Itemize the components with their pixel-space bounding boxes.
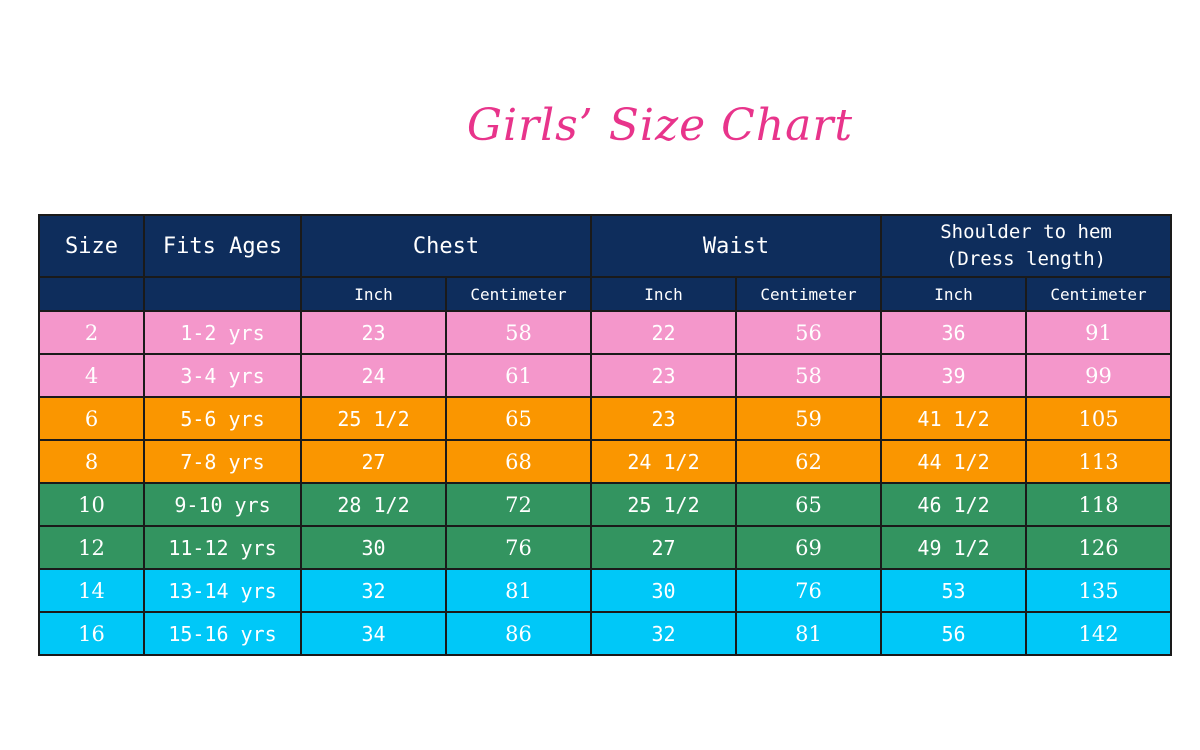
- cell-chest-cm: 86: [444, 611, 593, 656]
- cell-ages: 7-8 yrs: [143, 439, 302, 484]
- table-row: 8 7-8 yrs 27 68 24 1/2 62 44 1/2 113: [38, 439, 1173, 484]
- table-row: 10 9-10 yrs 28 1/2 72 25 1/2 65 46 1/2 1…: [38, 482, 1173, 527]
- table-row: 14 13-14 yrs 32 81 30 76 53 135: [38, 568, 1173, 613]
- table-row: 2 1-2 yrs 23 58 22 56 36 91: [38, 310, 1173, 355]
- cell-length-inch: 49 1/2: [880, 525, 1028, 570]
- cell-waist-cm: 65: [735, 482, 883, 527]
- cell-length-cm: 99: [1025, 353, 1173, 398]
- subheader-row: Inch Centimeter Inch Centimeter Inch Cen…: [38, 276, 1173, 312]
- cell-ages: 15-16 yrs: [143, 611, 302, 656]
- subheader-length-inch: Inch: [880, 276, 1028, 312]
- cell-length-cm: 105: [1025, 396, 1173, 441]
- header-shoulder-to-hem: Shoulder to hem (Dress length): [880, 214, 1173, 278]
- subheader-size-empty: [38, 276, 145, 312]
- cell-chest-cm: 68: [444, 439, 593, 484]
- subheader-waist-inch: Inch: [590, 276, 738, 312]
- cell-waist-inch: 22: [590, 310, 738, 355]
- cell-waist-cm: 59: [735, 396, 883, 441]
- cell-waist-inch: 24 1/2: [590, 439, 738, 484]
- cell-length-inch: 36: [880, 310, 1028, 355]
- cell-length-cm: 126: [1025, 525, 1173, 570]
- cell-chest-inch: 28 1/2: [300, 482, 447, 527]
- cell-chest-cm: 72: [444, 482, 593, 527]
- subheader-ages-empty: [143, 276, 302, 312]
- cell-ages: 3-4 yrs: [143, 353, 302, 398]
- cell-waist-inch: 30: [590, 568, 738, 613]
- cell-waist-cm: 81: [735, 611, 883, 656]
- cell-chest-cm: 65: [444, 396, 593, 441]
- cell-length-inch: 44 1/2: [880, 439, 1028, 484]
- cell-chest-cm: 81: [444, 568, 593, 613]
- header-row: Size Fits Ages Chest Waist Shoulder to h…: [38, 214, 1173, 278]
- cell-size: 6: [38, 396, 145, 441]
- cell-chest-inch: 30: [300, 525, 447, 570]
- subheader-chest-inch: Inch: [300, 276, 447, 312]
- cell-length-cm: 135: [1025, 568, 1173, 613]
- cell-ages: 11-12 yrs: [143, 525, 302, 570]
- cell-size: 2: [38, 310, 145, 355]
- cell-chest-inch: 34: [300, 611, 447, 656]
- cell-ages: 13-14 yrs: [143, 568, 302, 613]
- cell-waist-inch: 27: [590, 525, 738, 570]
- cell-chest-cm: 58: [444, 310, 593, 355]
- cell-chest-inch: 24: [300, 353, 447, 398]
- header-shoulder-line2: (Dress length): [945, 248, 1107, 270]
- subheader-length-cm: Centimeter: [1025, 276, 1173, 312]
- size-chart-table: Size Fits Ages Chest Waist Shoulder to h…: [38, 214, 1173, 656]
- header-fits-ages: Fits Ages: [143, 214, 302, 278]
- header-size: Size: [38, 214, 145, 278]
- cell-waist-cm: 62: [735, 439, 883, 484]
- cell-chest-cm: 61: [444, 353, 593, 398]
- cell-size: 12: [38, 525, 145, 570]
- cell-length-cm: 142: [1025, 611, 1173, 656]
- cell-size: 8: [38, 439, 145, 484]
- cell-waist-inch: 32: [590, 611, 738, 656]
- table-row: 16 15-16 yrs 34 86 32 81 56 142: [38, 611, 1173, 656]
- cell-chest-inch: 32: [300, 568, 447, 613]
- cell-length-cm: 118: [1025, 482, 1173, 527]
- table-row: 4 3-4 yrs 24 61 23 58 39 99: [38, 353, 1173, 398]
- header-shoulder-line1: Shoulder to hem: [940, 221, 1112, 243]
- cell-waist-cm: 58: [735, 353, 883, 398]
- table-row: 6 5-6 yrs 25 1/2 65 23 59 41 1/2 105: [38, 396, 1173, 441]
- cell-waist-inch: 23: [590, 353, 738, 398]
- cell-chest-inch: 27: [300, 439, 447, 484]
- cell-size: 10: [38, 482, 145, 527]
- cell-chest-cm: 76: [444, 525, 593, 570]
- cell-chest-inch: 23: [300, 310, 447, 355]
- cell-ages: 5-6 yrs: [143, 396, 302, 441]
- cell-waist-cm: 69: [735, 525, 883, 570]
- table-row: 12 11-12 yrs 30 76 27 69 49 1/2 126: [38, 525, 1173, 570]
- subheader-waist-cm: Centimeter: [735, 276, 883, 312]
- cell-length-inch: 39: [880, 353, 1028, 398]
- cell-chest-inch: 25 1/2: [300, 396, 447, 441]
- cell-waist-cm: 56: [735, 310, 883, 355]
- cell-length-inch: 46 1/2: [880, 482, 1028, 527]
- cell-waist-inch: 23: [590, 396, 738, 441]
- cell-length-inch: 41 1/2: [880, 396, 1028, 441]
- subheader-chest-cm: Centimeter: [444, 276, 593, 312]
- cell-ages: 1-2 yrs: [143, 310, 302, 355]
- cell-waist-inch: 25 1/2: [590, 482, 738, 527]
- cell-length-inch: 56: [880, 611, 1028, 656]
- cell-size: 4: [38, 353, 145, 398]
- cell-length-inch: 53: [880, 568, 1028, 613]
- header-chest: Chest: [299, 214, 593, 278]
- chart-title: Girls’ Size Chart: [466, 100, 854, 151]
- cell-waist-cm: 76: [735, 568, 883, 613]
- cell-size: 14: [38, 568, 145, 613]
- cell-size: 16: [38, 611, 145, 656]
- cell-length-cm: 91: [1025, 310, 1173, 355]
- header-waist: Waist: [590, 214, 883, 278]
- cell-ages: 9-10 yrs: [143, 482, 302, 527]
- cell-length-cm: 113: [1025, 439, 1173, 484]
